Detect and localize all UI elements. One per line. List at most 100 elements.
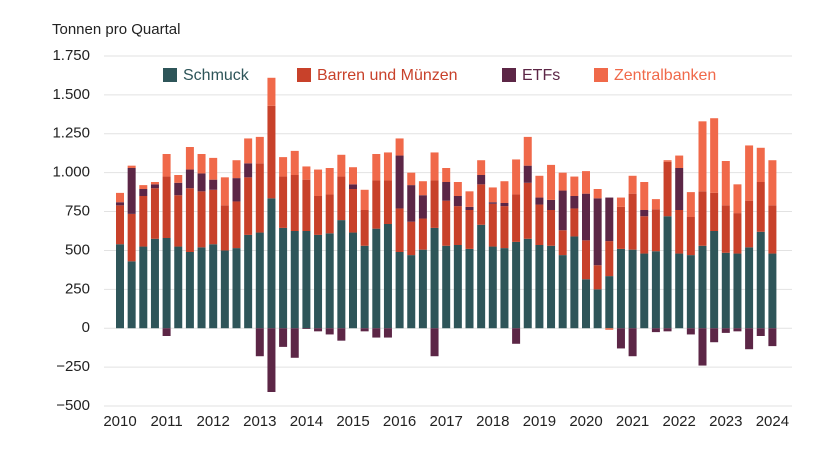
bar-segment — [255, 232, 264, 329]
bar-segment — [127, 213, 136, 262]
bar-segment — [593, 289, 602, 329]
bar-segment — [768, 328, 777, 347]
bar-segment — [651, 251, 660, 329]
bar-segment — [477, 184, 486, 225]
bar-segment — [640, 210, 649, 217]
bar-segment — [279, 227, 288, 329]
bar-segment — [360, 189, 369, 210]
bar-segment — [465, 191, 474, 207]
bar-segment — [745, 247, 754, 329]
bar-segment — [395, 208, 404, 252]
bar-segment — [255, 163, 264, 233]
x-tick-label: 2017 — [430, 413, 463, 430]
bar-segment — [383, 328, 392, 338]
bar-segment — [605, 197, 614, 242]
bar-segment — [290, 231, 299, 329]
bar-segment — [185, 169, 194, 189]
x-tick-label: 2020 — [569, 413, 602, 430]
x-tick-label: 2011 — [150, 413, 182, 430]
bar-segment — [302, 231, 311, 329]
bar-segment — [430, 180, 439, 228]
bar-segment — [500, 248, 509, 329]
bar-segment — [710, 118, 719, 193]
bar-segment — [535, 197, 544, 205]
bar-segment — [430, 152, 439, 181]
bar-segment — [395, 155, 404, 209]
bar-segment — [197, 173, 206, 192]
bar-segment — [232, 248, 241, 329]
bar-segment — [582, 193, 590, 241]
bar-segment — [500, 203, 509, 207]
bar-segment — [698, 328, 707, 366]
bar-segment — [220, 177, 229, 206]
bar-segment — [686, 192, 695, 217]
bar-segment — [127, 165, 136, 168]
bar-segment — [663, 328, 672, 332]
bar-segment — [197, 154, 206, 174]
y-tick-label: 1.750 — [52, 47, 90, 64]
y-tick-label: 0 — [82, 319, 90, 336]
bar-segment — [745, 328, 754, 350]
bar-segment — [721, 252, 730, 329]
bar-segment — [535, 204, 544, 245]
bar-segment — [430, 328, 439, 357]
legend-label: Barren und Münzen — [317, 67, 458, 84]
bar-segment — [663, 161, 672, 217]
bar-segment — [721, 161, 730, 206]
bar-segment — [279, 328, 288, 347]
bar-segment — [185, 188, 194, 252]
bar-segment — [582, 279, 590, 329]
bar-segment — [150, 188, 159, 239]
y-tick-label: 1.500 — [52, 86, 90, 103]
bar-segment — [628, 249, 637, 329]
x-tick-label: 2024 — [756, 413, 789, 430]
bar-segment — [349, 184, 357, 189]
bar-segment — [209, 244, 218, 329]
bar-segment — [116, 192, 124, 203]
bar-segment — [512, 194, 521, 242]
bar-segment — [628, 328, 637, 357]
legend-label: Schmuck — [183, 67, 250, 84]
bar-segment — [523, 136, 532, 166]
bar-segment — [174, 175, 183, 183]
bar-segment — [593, 265, 602, 290]
bar-segment — [290, 150, 299, 175]
bar-segment — [570, 236, 579, 329]
bar-segment — [721, 205, 730, 253]
y-tick-label: −500 — [56, 397, 90, 414]
legend-label: Zentralbanken — [614, 67, 716, 84]
bar-segment — [710, 328, 719, 343]
y-tick-label: 750 — [65, 203, 90, 220]
y-tick-label: −250 — [56, 358, 90, 375]
bar-segment — [698, 121, 707, 192]
bar-segment — [768, 253, 777, 329]
y-axis-title: Tonnen pro Quartal — [52, 21, 180, 38]
bar-segment — [267, 105, 276, 199]
bar-segment — [116, 205, 124, 245]
y-tick-label: 250 — [65, 280, 90, 297]
bar-segment — [209, 189, 218, 245]
bar-segment — [220, 205, 229, 251]
y-tick-label: 1.000 — [52, 164, 90, 181]
y-tick-label: 500 — [65, 241, 90, 258]
x-tick-label: 2014 — [290, 413, 323, 430]
bar-segment — [220, 250, 229, 329]
legend-swatch — [297, 68, 311, 82]
bar-segment — [442, 245, 451, 329]
bar-segment — [267, 198, 276, 329]
bar-segment — [418, 218, 427, 250]
bar-segment — [756, 147, 765, 182]
bar-segment — [407, 255, 416, 329]
bar-segment — [570, 208, 579, 237]
bar-segment — [372, 228, 381, 329]
bar-segment — [768, 160, 777, 206]
bar-segment — [232, 178, 241, 202]
bar-segment — [150, 182, 159, 185]
bar-segment — [453, 182, 462, 196]
bar-segment — [733, 328, 742, 332]
bar-segment — [616, 328, 625, 349]
bar-segment — [185, 147, 194, 170]
bar-segment — [197, 191, 206, 248]
bar-segment — [488, 187, 497, 203]
bar-segment — [756, 328, 765, 336]
